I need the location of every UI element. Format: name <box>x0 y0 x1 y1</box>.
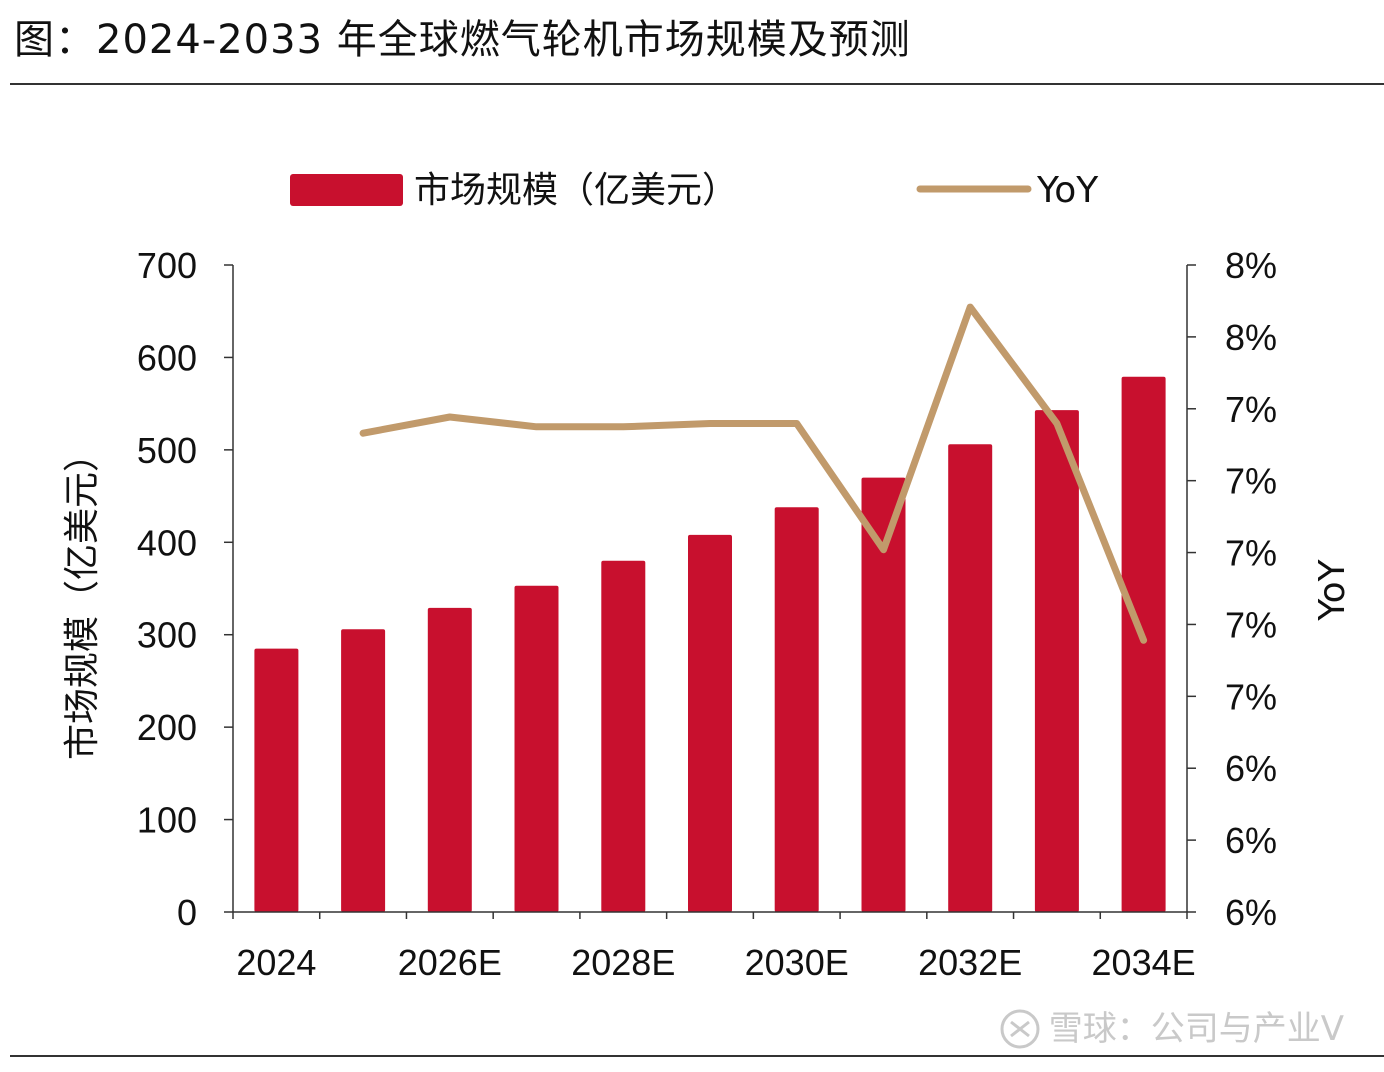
bar-2032E <box>948 444 993 912</box>
right-tick-label: 7% <box>1225 533 1277 574</box>
legend-bar-swatch <box>290 174 403 206</box>
legend-bar-label: 市场规模（亿美元） <box>414 170 738 211</box>
y-right-axis-title: YoY <box>1312 558 1353 621</box>
bars-layer <box>254 376 1166 912</box>
left-tick-label: 500 <box>137 430 197 471</box>
bar-2027E <box>514 585 559 912</box>
right-tick-label: 6% <box>1225 748 1277 789</box>
bottom-rule <box>10 1055 1384 1057</box>
left-tick-label: 100 <box>137 800 197 841</box>
bar-2026E <box>427 607 472 912</box>
legend: 市场规模（亿美元） YoY <box>290 170 1099 211</box>
axes <box>224 264 1196 919</box>
bar-2029E <box>688 534 732 912</box>
bar-2031E <box>861 477 906 912</box>
watermark: 雪球：公司与产业V <box>999 1006 1344 1052</box>
right-tick-label: 6% <box>1225 820 1277 861</box>
left-tick-label: 600 <box>137 337 197 378</box>
x-tick-label-2034E: 2034E <box>1092 942 1196 983</box>
bar-2034E <box>1121 376 1166 912</box>
axis-titles: 市场规模（亿美元） YoY <box>62 436 1353 760</box>
right-tick-label: 6% <box>1225 892 1277 933</box>
bar-2028E <box>601 560 646 912</box>
yoy-line-layer <box>359 303 1148 644</box>
legend-line-label: YoY <box>1036 170 1099 211</box>
tick-labels: 0 100 200 300 400 500 600 700 6% 6% 6% 7% 7% 7% 7% 7% 8%… <box>137 245 1277 983</box>
right-tick-label: 8% <box>1225 245 1277 286</box>
x-tick-label-2028E: 2028E <box>571 942 675 983</box>
left-tick-label: 300 <box>137 615 197 656</box>
right-tick-label: 7% <box>1225 604 1277 645</box>
right-tick-label: 7% <box>1225 389 1277 430</box>
y-axis-title: 市场规模（亿美元） <box>62 436 103 760</box>
left-tick-label: 700 <box>137 245 197 286</box>
snowball-logo-icon <box>1000 1009 1040 1049</box>
x-tick-label-2024: 2024 <box>236 942 316 983</box>
figure-title: 图：2024-2033 年全球燃气轮机市场规模及预测 <box>14 17 911 63</box>
bar-2025E <box>341 629 386 912</box>
left-tick-label: 0 <box>177 892 197 933</box>
bar-2024 <box>254 648 299 912</box>
right-tick-label: 7% <box>1225 676 1277 717</box>
x-tick-label-2026E: 2026E <box>398 942 502 983</box>
x-tick-label-2030E: 2030E <box>745 942 849 983</box>
bar-2033E <box>1034 410 1079 912</box>
watermark-text: 雪球：公司与产业V <box>1048 1009 1344 1049</box>
top-rule <box>10 83 1384 85</box>
right-tick-label: 7% <box>1225 461 1277 502</box>
x-tick-label-2032E: 2032E <box>918 942 1022 983</box>
right-tick-label: 8% <box>1225 317 1277 358</box>
yoy-line <box>359 303 1148 644</box>
left-tick-label: 200 <box>137 707 197 748</box>
left-tick-label: 400 <box>137 522 197 563</box>
bar-2030E <box>774 507 819 912</box>
